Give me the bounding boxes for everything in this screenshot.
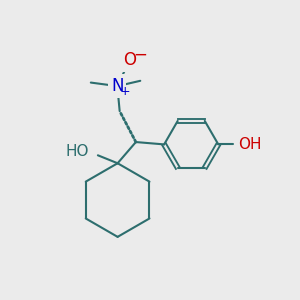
Text: OH: OH [238, 137, 262, 152]
Text: −: − [133, 45, 147, 63]
Text: N: N [111, 77, 124, 95]
Text: O: O [123, 51, 136, 69]
Text: HO: HO [65, 144, 89, 159]
Text: +: + [120, 85, 130, 98]
